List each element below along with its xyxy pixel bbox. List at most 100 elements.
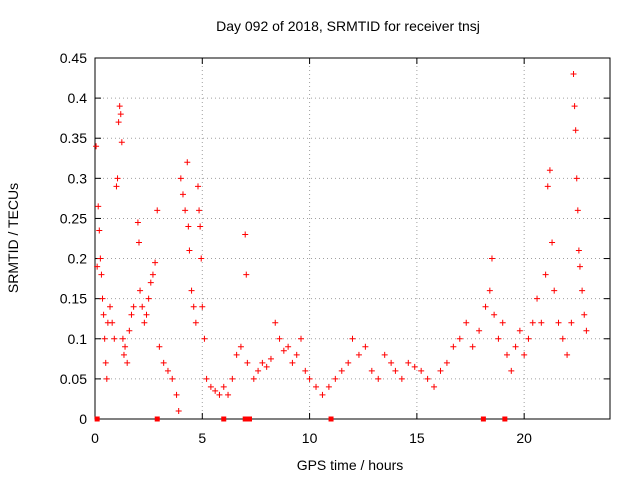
data-point [149,271,156,278]
baseline-markers [94,416,508,422]
data-point [469,343,476,350]
data-point [114,175,121,182]
data-point [508,367,515,374]
data-point [100,311,107,318]
data-point [583,327,590,334]
x-tick-label: 0 [91,430,99,446]
data-point [255,367,262,374]
data-point [128,311,135,318]
data-point [381,351,388,358]
data-point [196,207,203,214]
data-point [192,319,199,326]
x-axis-title: GPS time / hours [297,457,404,473]
data-point [534,295,541,302]
data-point [103,375,110,382]
data-point [285,343,292,350]
data-point [302,367,309,374]
data-point [190,303,197,310]
data-point [319,391,326,398]
data-point [388,359,395,366]
data-point [203,375,210,382]
data-point [313,383,320,390]
data-point [118,139,125,146]
data-point [111,335,118,342]
data-point [431,383,438,390]
data-point [437,367,444,374]
x-tick-labels: 0 5 10 15 20 [91,430,532,446]
data-point [579,287,586,294]
data-point [575,247,582,254]
data-point [134,219,141,226]
data-point [116,103,123,110]
baseline-point [247,416,252,422]
data-point [289,359,296,366]
data-point [298,335,304,342]
data-point [491,311,498,318]
data-point [349,335,356,342]
baseline-point [94,416,100,422]
x-tick-label: 20 [516,430,532,446]
data-point [141,319,148,326]
data-point [576,263,583,270]
baseline-point [221,416,227,422]
data-point [94,263,101,270]
data-point [242,231,249,238]
y-tick-label: 0.35 [60,130,87,146]
data-point [368,367,375,374]
data-point [338,367,345,374]
data-point [93,143,100,150]
data-point [525,335,532,342]
data-point [538,319,545,326]
data-point [276,335,283,342]
data-point [147,279,154,286]
y-tick-label: 0.3 [68,170,88,186]
data-point [156,343,163,350]
y-tick-label: 0.15 [60,291,87,307]
data-point [581,311,588,318]
y-axis-title: SRMTID / TECUs [5,183,21,293]
data-point [113,183,120,190]
baseline-point [480,416,486,422]
data-point [120,351,127,358]
y-tick-label: 0.05 [60,371,87,387]
data-point [355,351,362,358]
baseline-point [502,416,508,422]
data-point [516,327,523,334]
data-point [175,407,182,414]
data-point [495,335,502,342]
chart-title: Day 092 of 2018, SRMTID for receiver tns… [216,18,480,34]
data-point [529,319,536,326]
data-point [250,375,257,382]
data-point [220,383,227,390]
data-point [98,271,105,278]
data-point [443,359,450,366]
data-point [207,383,214,390]
data-point [225,391,232,398]
data-point [476,327,483,334]
data-point [164,367,171,374]
data-point [99,295,106,302]
data-point [564,351,571,358]
data-point [115,119,122,126]
data-point [463,319,470,326]
data-markers [93,71,590,414]
data-point [293,351,300,358]
data-point [101,335,108,342]
y-tick-label: 0.2 [68,251,88,267]
data-point [198,255,205,262]
gridlines [95,58,610,419]
data-point [263,363,270,370]
data-point [482,303,489,310]
data-point [160,359,167,366]
data-point [572,127,579,134]
data-point [574,207,581,214]
data-point [555,319,562,326]
data-point [126,327,133,334]
data-point [456,335,463,342]
baseline-point [154,416,160,422]
data-point [504,351,510,358]
x-tick-label: 5 [198,430,206,446]
data-point [107,303,114,310]
